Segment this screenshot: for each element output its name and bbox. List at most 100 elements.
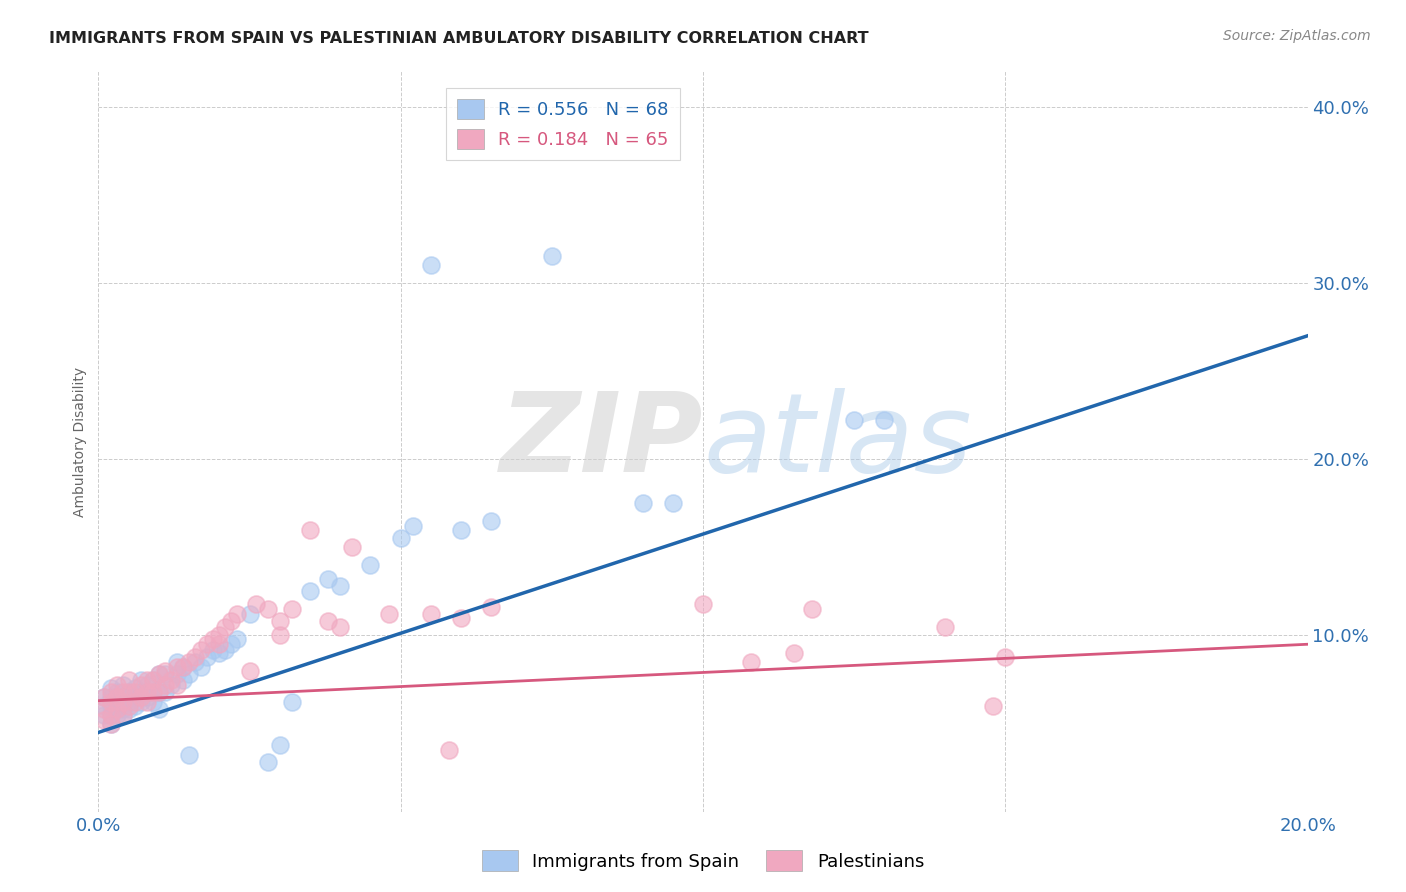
Point xyxy=(100,681,122,696)
Point xyxy=(844,413,866,427)
Point xyxy=(142,673,165,687)
Point xyxy=(105,707,128,722)
Point xyxy=(221,615,243,629)
Point xyxy=(281,695,304,709)
Point xyxy=(195,637,218,651)
Point xyxy=(221,637,243,651)
Point xyxy=(299,584,322,599)
Point xyxy=(111,678,134,692)
Point xyxy=(153,685,176,699)
Point xyxy=(93,690,115,705)
Point xyxy=(540,250,562,264)
Point xyxy=(142,695,165,709)
Point xyxy=(166,678,188,692)
Point xyxy=(111,707,134,722)
Point xyxy=(245,597,267,611)
Point xyxy=(631,496,654,510)
Point xyxy=(342,541,364,555)
Point xyxy=(105,702,128,716)
Point xyxy=(135,695,157,709)
Point xyxy=(420,607,443,622)
Point xyxy=(377,607,399,622)
Point xyxy=(329,619,352,633)
Point xyxy=(148,702,170,716)
Point xyxy=(124,685,146,699)
Point xyxy=(316,615,339,629)
Point xyxy=(118,695,141,709)
Point xyxy=(179,748,201,763)
Point xyxy=(172,673,194,687)
Point xyxy=(148,667,170,681)
Point xyxy=(100,707,122,722)
Point xyxy=(135,685,157,699)
Point xyxy=(202,632,225,646)
Point xyxy=(184,655,207,669)
Point xyxy=(100,695,122,709)
Point xyxy=(402,519,425,533)
Point xyxy=(142,685,165,699)
Point xyxy=(129,678,152,692)
Point xyxy=(142,685,165,699)
Point xyxy=(208,646,231,660)
Point xyxy=(661,496,683,510)
Text: atlas: atlas xyxy=(703,388,972,495)
Point xyxy=(420,258,443,272)
Point xyxy=(692,597,714,611)
Point xyxy=(740,655,762,669)
Point xyxy=(329,579,352,593)
Point xyxy=(226,607,249,622)
Point xyxy=(118,702,141,716)
Point xyxy=(124,695,146,709)
Point xyxy=(481,514,503,528)
Point xyxy=(239,607,262,622)
Point xyxy=(360,558,382,572)
Point xyxy=(783,646,806,660)
Point xyxy=(172,660,194,674)
Point xyxy=(105,678,128,692)
Legend: Immigrants from Spain, Palestinians: Immigrants from Spain, Palestinians xyxy=(474,843,932,879)
Point xyxy=(93,702,115,716)
Point xyxy=(100,698,122,713)
Point xyxy=(389,532,412,546)
Point xyxy=(142,673,165,687)
Point xyxy=(208,628,231,642)
Point xyxy=(118,685,141,699)
Text: IMMIGRANTS FROM SPAIN VS PALESTINIAN AMBULATORY DISABILITY CORRELATION CHART: IMMIGRANTS FROM SPAIN VS PALESTINIAN AMB… xyxy=(49,31,869,46)
Point xyxy=(437,743,460,757)
Point xyxy=(124,681,146,696)
Point xyxy=(269,628,291,642)
Point xyxy=(93,698,115,713)
Point xyxy=(93,713,115,727)
Y-axis label: Ambulatory Disability: Ambulatory Disability xyxy=(73,367,87,516)
Point xyxy=(118,685,141,699)
Point xyxy=(111,690,134,705)
Point xyxy=(100,716,122,731)
Point xyxy=(148,685,170,699)
Point xyxy=(873,413,896,427)
Point xyxy=(111,695,134,709)
Point xyxy=(450,523,472,537)
Point xyxy=(153,664,176,678)
Point xyxy=(129,685,152,699)
Point xyxy=(190,660,212,674)
Point xyxy=(105,690,128,705)
Point xyxy=(129,690,152,705)
Point xyxy=(269,738,291,752)
Point xyxy=(153,667,176,681)
Point xyxy=(239,664,262,678)
Point xyxy=(166,655,188,669)
Point xyxy=(179,655,201,669)
Point xyxy=(195,649,218,664)
Point xyxy=(450,611,472,625)
Point xyxy=(160,673,183,687)
Point xyxy=(172,660,194,674)
Point xyxy=(202,642,225,657)
Point xyxy=(111,685,134,699)
Point xyxy=(93,707,115,722)
Point xyxy=(105,695,128,709)
Point xyxy=(135,690,157,705)
Point xyxy=(214,642,236,657)
Point xyxy=(994,649,1017,664)
Point xyxy=(124,698,146,713)
Point xyxy=(208,637,231,651)
